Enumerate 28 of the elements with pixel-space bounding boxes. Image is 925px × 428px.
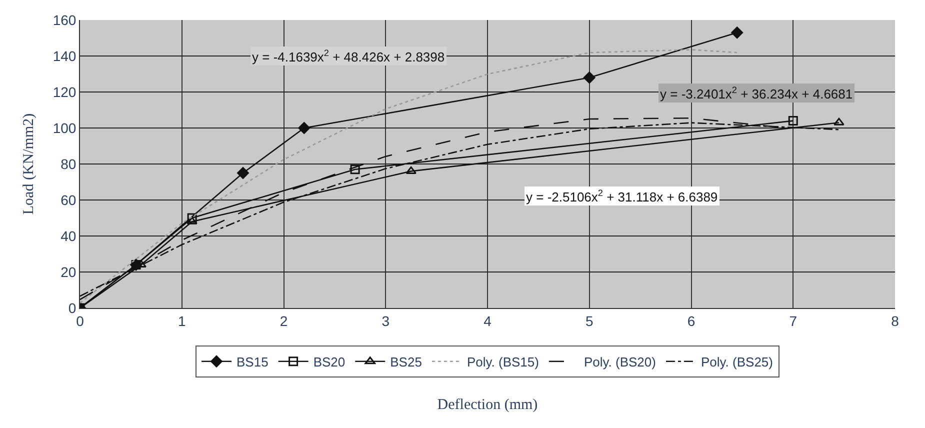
- y-tick-label: 0: [68, 300, 76, 316]
- y-tick-label: 60: [60, 192, 76, 208]
- x-tick-label: 2: [280, 312, 288, 329]
- annotation: y = -3.2401x$^{2}$ + 36.234x + 4.6681: [660, 85, 853, 102]
- legend-label: Poly. (BS20): [584, 354, 656, 370]
- y-tick-label: 120: [52, 84, 76, 100]
- y-tick-label: 100: [52, 120, 76, 136]
- legend-label: BS25: [390, 354, 422, 370]
- x-tick-label: 7: [789, 312, 798, 329]
- x-tick-label: 5: [585, 312, 594, 329]
- y-axis-title: Load (KN/mm2): [21, 113, 38, 215]
- y-tick-label: 80: [60, 156, 76, 172]
- x-tick-label: 3: [382, 312, 390, 329]
- legend-label: BS20: [313, 354, 346, 370]
- x-tick-label: 4: [484, 312, 492, 329]
- x-tick-label: 1: [178, 312, 186, 329]
- legend-label: Poly. (BS15): [466, 354, 539, 370]
- y-tick-label: 20: [60, 264, 76, 280]
- annotation: y = -4.1639x$^{2}$ + 48.426x + 2.8398: [252, 48, 445, 64]
- annotation: y = -2.5106x$^{2}$ + 31.118x + 6.6389: [526, 188, 718, 204]
- y-tick-label: 160: [52, 12, 76, 28]
- legend-label: BS15: [236, 354, 268, 370]
- x-axis-title: Deflection (mm): [437, 396, 538, 413]
- legend-label: Poly. (BS25): [700, 354, 773, 370]
- x-tick-label: 8: [891, 312, 900, 329]
- y-tick-label: 140: [52, 48, 76, 64]
- x-tick-label: 6: [687, 312, 696, 329]
- y-tick-label: 40: [60, 228, 76, 244]
